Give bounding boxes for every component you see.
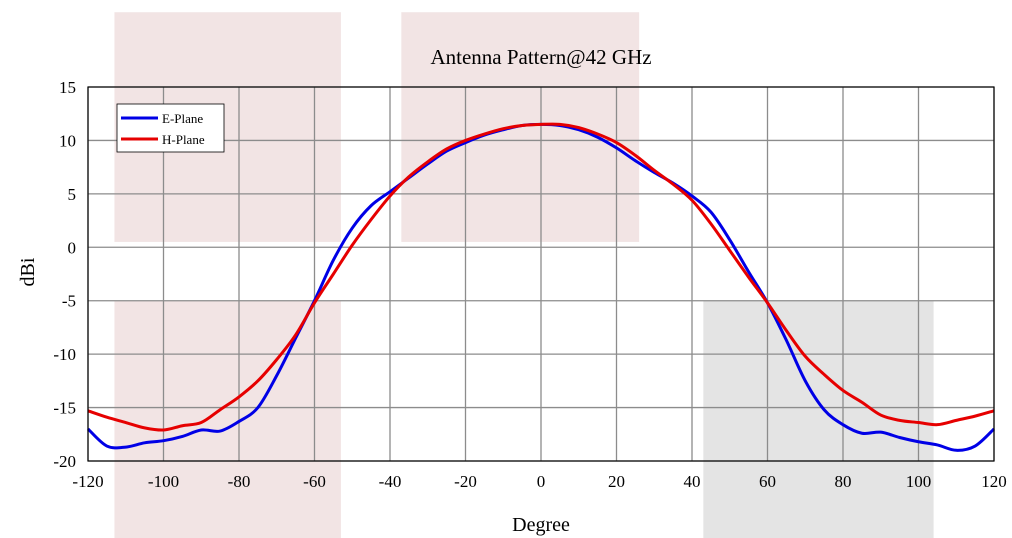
y-tick-label: 5 (68, 185, 77, 204)
x-tick-label: -120 (72, 472, 103, 491)
legend-box (116, 103, 225, 153)
plot-frame (87, 86, 995, 462)
chart-title: Antenna Pattern@42 GHz (430, 45, 651, 69)
y-axis-title: dBi (17, 257, 39, 286)
series-lines (86, 122, 996, 452)
x-tick-label: -60 (303, 472, 326, 491)
x-tick-label: -40 (379, 472, 402, 491)
x-tick-label: 0 (537, 472, 546, 491)
x-tick-label: -80 (228, 472, 251, 491)
background-bands (114, 12, 934, 538)
x-tick-label: -100 (148, 472, 179, 491)
x-tick-label: 40 (684, 472, 701, 491)
y-tick-label: -10 (53, 345, 76, 364)
x-axis-ticks: -120 -100 -80 -60 -40 -20 0 20 40 60 80 100 120 (72, 472, 1006, 491)
x-tick-label: 60 (759, 472, 776, 491)
y-axis-ticks: 15 10 5 0 -5 -10 -15 -20 (53, 78, 76, 471)
x-axis-title: Degree (512, 514, 570, 536)
legend: E-Plane H-Plane (116, 103, 225, 153)
x-tick-label: 20 (608, 472, 625, 491)
y-tick-label: 0 (68, 238, 77, 257)
y-tick-label: 15 (59, 78, 76, 97)
x-tick-label: 80 (835, 472, 852, 491)
x-tick-label: 100 (906, 472, 932, 491)
y-tick-label: -15 (53, 399, 76, 418)
x-tick-label: -20 (454, 472, 477, 491)
y-tick-label: -20 (53, 452, 76, 471)
legend-label-e-plane: E-Plane (162, 111, 203, 126)
y-tick-label: -5 (62, 292, 76, 311)
series-line-h-plane (87, 122, 995, 432)
legend-label-h-plane: H-Plane (162, 132, 205, 147)
background-band (114, 300, 341, 538)
y-tick-label: 10 (59, 131, 76, 150)
x-tick-label: 120 (981, 472, 1007, 491)
